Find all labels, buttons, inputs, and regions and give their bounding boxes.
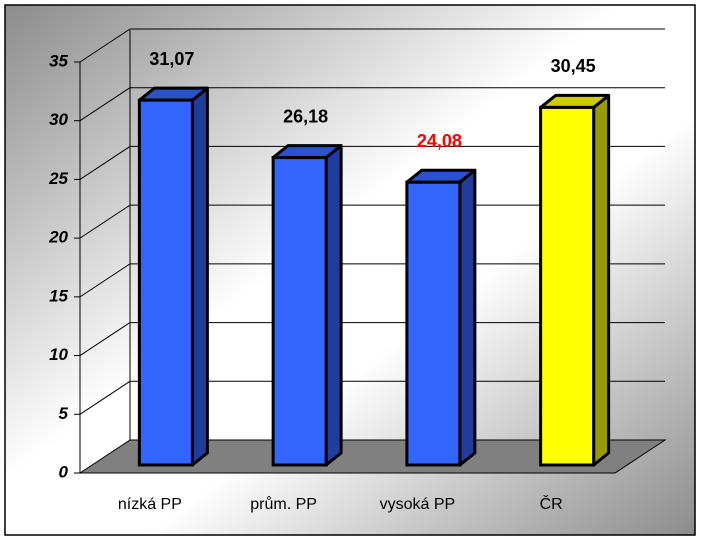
bar-side — [324, 144, 343, 467]
grid-line — [79, 87, 131, 122]
y-tick-label: 5 — [59, 404, 69, 423]
grid-line — [79, 146, 131, 180]
bar-side — [458, 168, 477, 467]
grid-line — [79, 204, 131, 239]
y-tick-label: 30 — [49, 110, 68, 129]
data-label: 30,45 — [551, 56, 596, 76]
y-tick-label: 20 — [48, 228, 68, 247]
grid-line — [79, 263, 131, 298]
bar — [271, 156, 328, 467]
data-label: 26,18 — [283, 106, 328, 126]
y-tick-label: 15 — [49, 286, 68, 305]
grid-line — [79, 28, 131, 63]
data-label: 31,07 — [149, 49, 194, 69]
bar — [539, 105, 596, 467]
grid-line — [79, 322, 131, 356]
grid-line — [79, 380, 131, 415]
x-tick-label: vysoká PP — [380, 496, 456, 513]
y-tick-label: 25 — [48, 169, 68, 188]
bar-side — [592, 93, 611, 467]
y-tick-label: 0 — [59, 462, 69, 481]
floor — [78, 439, 667, 474]
bar — [137, 98, 194, 467]
x-tick-label: prům. PP — [250, 495, 317, 513]
bar — [405, 180, 462, 467]
y-tick-label: 10 — [49, 345, 68, 364]
x-tick-label: ČR — [540, 494, 563, 513]
x-tick-label: nízká PP — [118, 496, 182, 513]
data-label: 24,08 — [417, 131, 462, 151]
y-tick-label: 35 — [49, 51, 68, 70]
bar-side — [190, 86, 209, 467]
